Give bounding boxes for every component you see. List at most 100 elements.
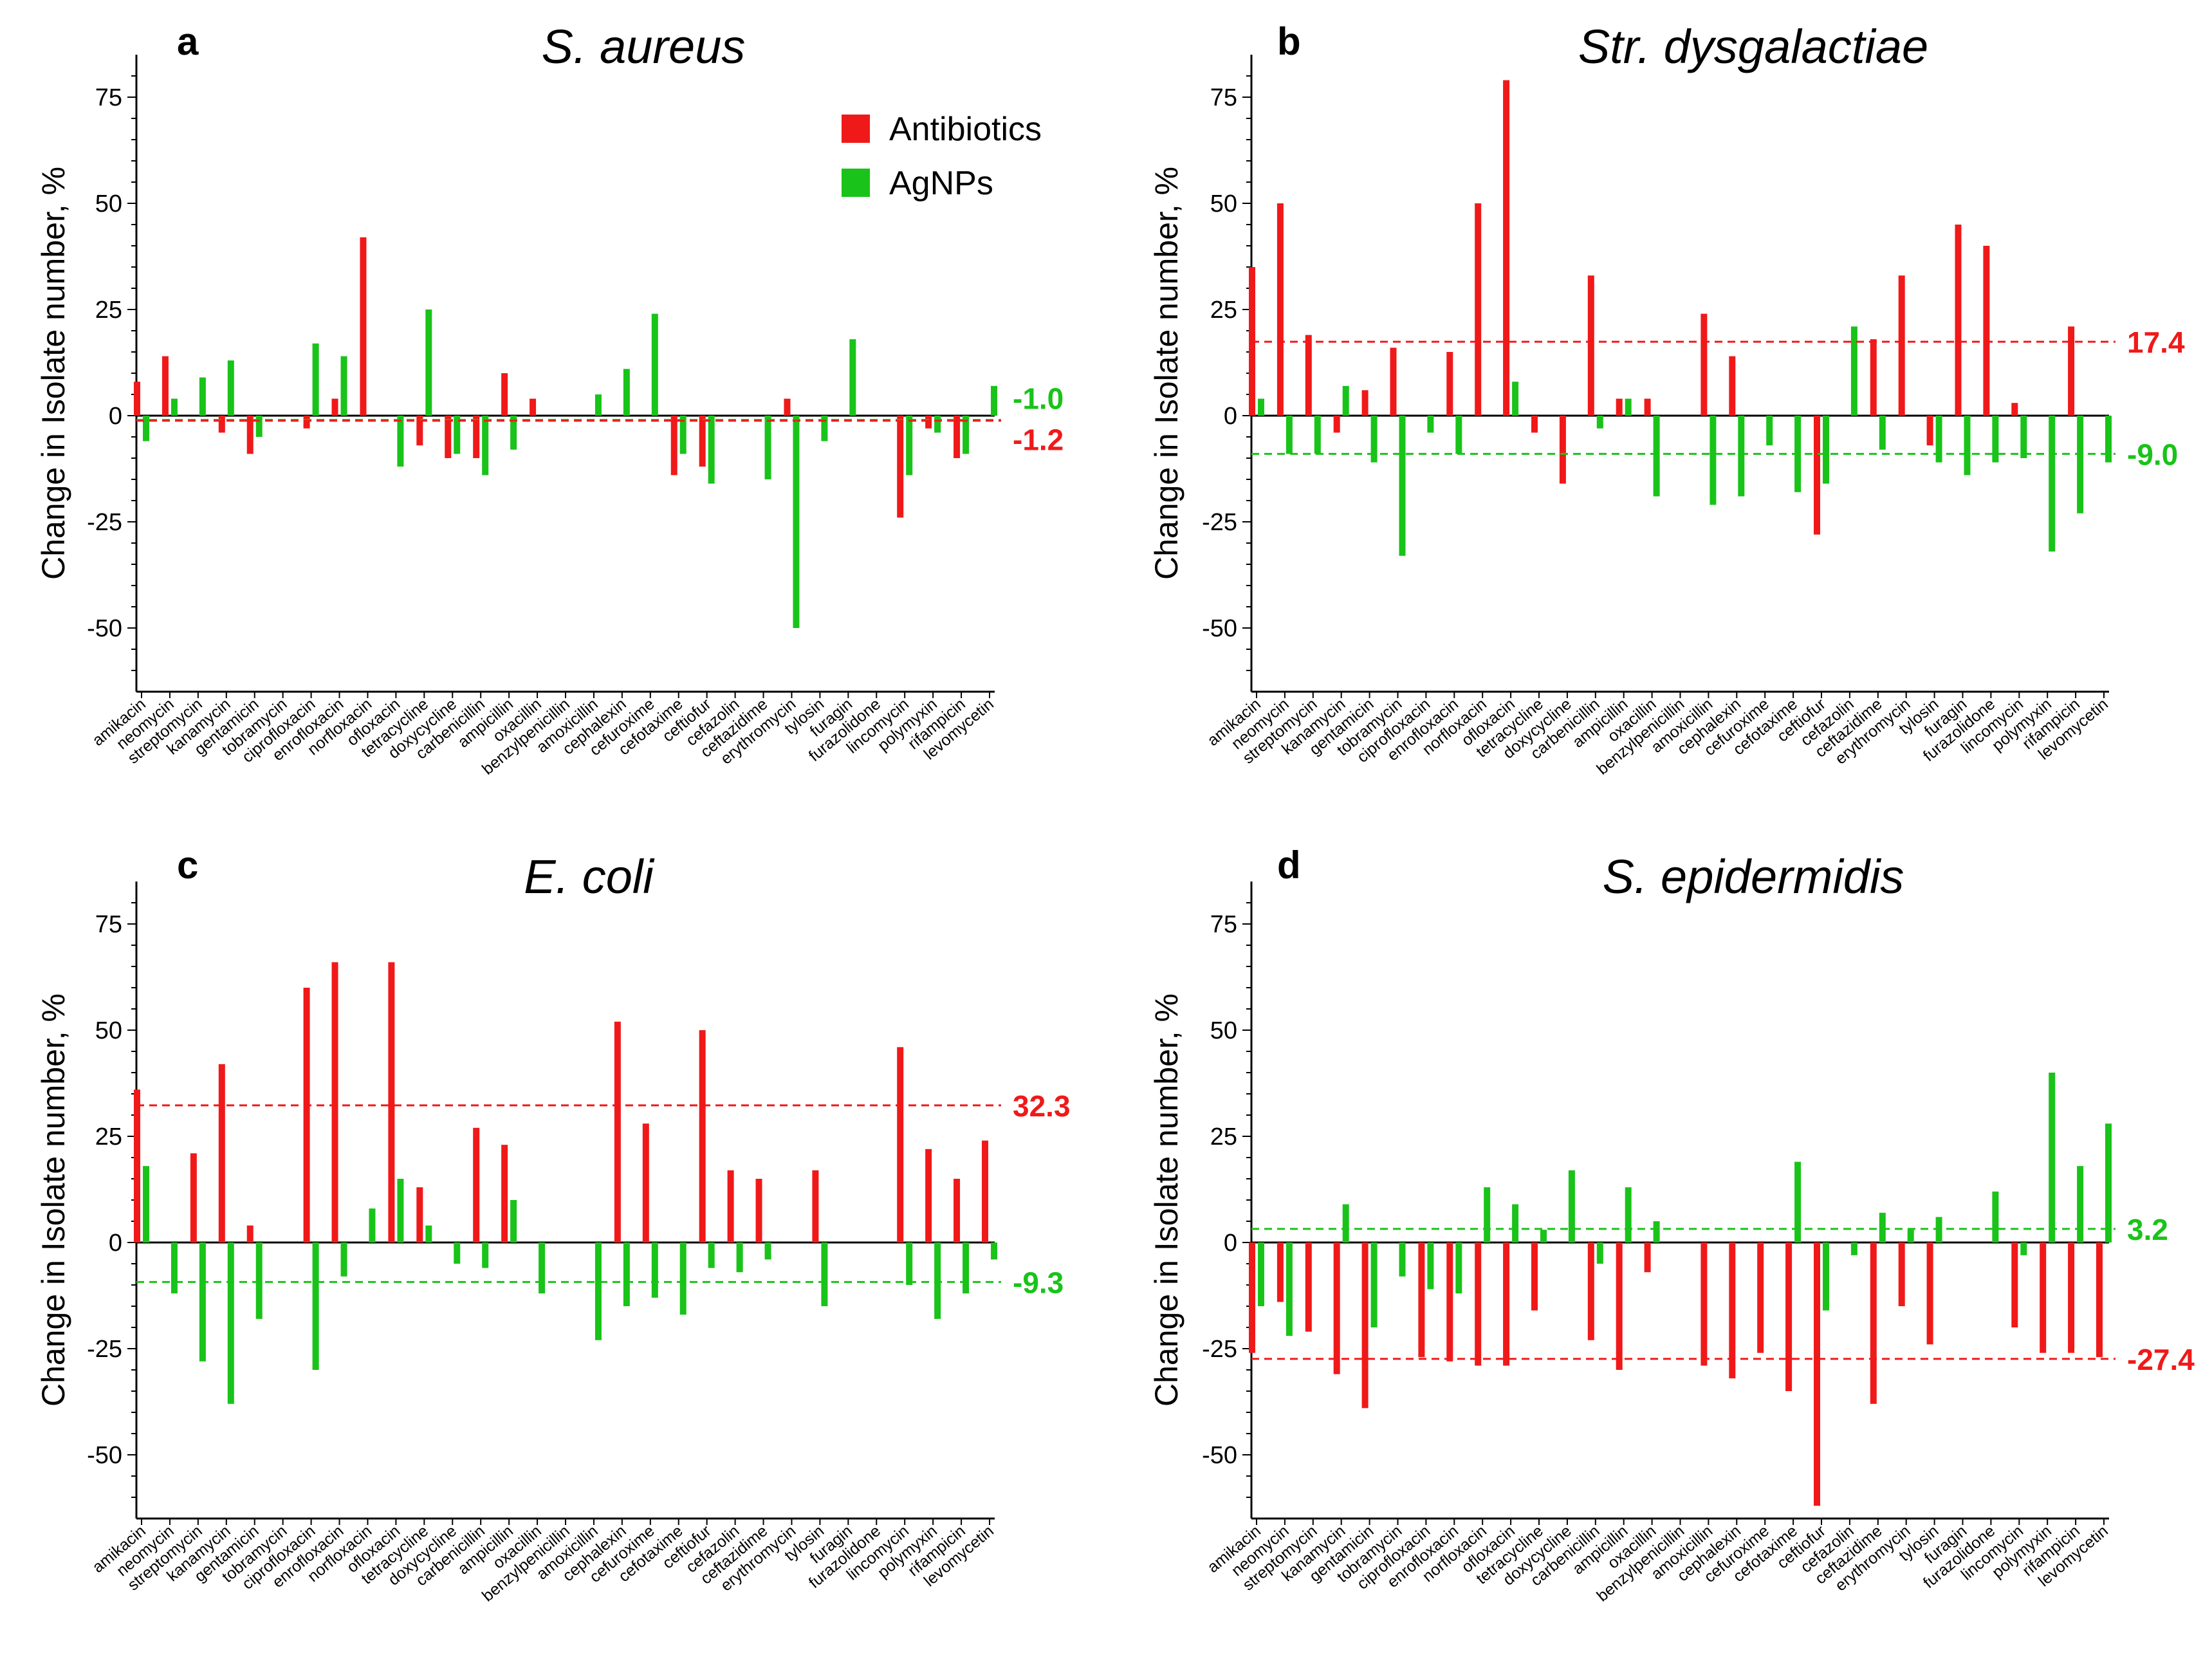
- mean-label-antibiotics: -27.4: [2127, 1343, 2195, 1376]
- bar-antibiotics: [1305, 1242, 1312, 1332]
- bar-antibiotics: [1814, 1242, 1820, 1506]
- bar-agnps: [1540, 1230, 1547, 1242]
- y-tick-label: 0: [109, 1230, 122, 1257]
- bar-antibiotics: [1446, 1242, 1453, 1362]
- bar-agnps: [1879, 1212, 1886, 1242]
- bar-agnps: [482, 1242, 489, 1268]
- bar-antibiotics: [360, 237, 367, 416]
- bar-agnps: [2020, 1242, 2027, 1255]
- bar-antibiotics: [1700, 313, 1708, 416]
- bar-antibiotics: [2040, 1242, 2047, 1353]
- bar-agnps: [1653, 1221, 1660, 1242]
- panel-letter: b: [1277, 20, 1301, 63]
- bar-antibiotics: [1955, 225, 1962, 416]
- y-tick-label: 50: [95, 190, 122, 217]
- bar-agnps: [369, 1208, 376, 1242]
- bar-antibiotics: [1616, 398, 1623, 416]
- bar-antibiotics: [925, 416, 932, 429]
- y-tick-label: 75: [95, 84, 122, 111]
- bar-agnps: [2077, 1166, 2084, 1242]
- bar-antibiotics: [1898, 275, 1905, 416]
- bar-antibiotics: [134, 382, 140, 416]
- bar-antibiotics: [501, 373, 508, 416]
- bar-antibiotics: [1503, 80, 1510, 416]
- bar-agnps: [312, 1242, 319, 1370]
- bar-agnps: [1484, 1187, 1491, 1242]
- bar-antibiotics: [445, 416, 452, 458]
- legend-label-antibiotics: Antibiotics: [889, 111, 1042, 148]
- bar-agnps: [1879, 416, 1886, 450]
- y-axis-label: Change in Isolate number, %: [1148, 167, 1184, 580]
- bar-antibiotics: [1926, 416, 1933, 446]
- bar-agnps: [1766, 416, 1773, 446]
- y-tick-label: -25: [1202, 509, 1237, 536]
- bar-agnps: [1850, 1242, 1857, 1255]
- bar-antibiotics: [699, 416, 706, 467]
- bar-agnps: [1286, 1242, 1293, 1336]
- mean-label-antibiotics: -1.2: [1013, 423, 1064, 456]
- bar-antibiotics: [1531, 1242, 1538, 1311]
- bar-agnps: [1370, 416, 1378, 463]
- bar-antibiotics: [784, 398, 791, 416]
- bar-antibiotics: [218, 1064, 225, 1242]
- bar-agnps: [1935, 416, 1942, 463]
- bar-agnps: [340, 356, 347, 416]
- y-tick-label: 50: [95, 1017, 122, 1044]
- bar-antibiotics: [1926, 1242, 1933, 1345]
- bar-agnps: [1258, 398, 1264, 416]
- y-tick-label: 0: [1224, 403, 1237, 430]
- bar-agnps: [934, 416, 941, 433]
- bar-agnps: [1964, 416, 1971, 476]
- bar-agnps: [340, 1242, 347, 1277]
- y-tick-label: 0: [1224, 1230, 1237, 1257]
- bar-antibiotics: [2068, 326, 2075, 416]
- panel-title: S. aureus: [542, 20, 746, 73]
- bar-antibiotics: [1277, 203, 1284, 416]
- y-tick-label: 75: [1210, 84, 1237, 111]
- bar-agnps: [2105, 1123, 2112, 1242]
- bar-agnps: [1342, 1204, 1349, 1242]
- bar-antibiotics: [670, 416, 677, 476]
- bar-agnps: [1399, 1242, 1406, 1277]
- bar-agnps: [1512, 382, 1519, 416]
- bar-agnps: [934, 1242, 941, 1319]
- bar-antibiotics: [897, 416, 904, 518]
- bar-agnps: [651, 313, 658, 416]
- bar-antibiotics: [1983, 246, 1990, 416]
- bar-agnps: [199, 377, 206, 416]
- bar-antibiotics: [1531, 416, 1538, 433]
- y-tick-label: -50: [87, 615, 122, 642]
- bar-agnps: [454, 1242, 461, 1264]
- y-axis-label: Change in Isolate number, %: [35, 167, 71, 580]
- bar-agnps: [594, 1242, 602, 1340]
- bar-agnps: [594, 394, 602, 416]
- bar-agnps: [397, 416, 404, 467]
- bar-antibiotics: [1277, 1242, 1284, 1302]
- y-tick-label: 25: [1210, 1123, 1237, 1150]
- bar-agnps: [1258, 1242, 1264, 1306]
- panel-title: Str. dysgalactiae: [1578, 20, 1928, 73]
- bar-agnps: [1710, 416, 1717, 505]
- y-tick-label: 50: [1210, 1017, 1237, 1044]
- bar-antibiotics: [925, 1149, 932, 1242]
- bar-antibiotics: [1475, 1242, 1482, 1366]
- bar-antibiotics: [982, 1140, 988, 1242]
- y-tick-label: 75: [1210, 911, 1237, 938]
- bar-antibiotics: [1418, 1242, 1425, 1358]
- bar-agnps: [227, 360, 234, 416]
- panel-title: S. epidermidis: [1603, 850, 1904, 903]
- bar-antibiotics: [218, 416, 225, 433]
- bar-agnps: [623, 369, 630, 416]
- panel-letter: a: [177, 20, 199, 63]
- bar-antibiotics: [1587, 1242, 1594, 1340]
- bar-antibiotics: [2011, 403, 2018, 416]
- panel-letter: d: [1277, 844, 1301, 887]
- y-tick-label: -25: [87, 509, 122, 536]
- bar-agnps: [1399, 416, 1406, 556]
- bar-agnps: [906, 1242, 913, 1285]
- bar-agnps: [1455, 1242, 1462, 1294]
- bar-agnps: [2049, 416, 2056, 552]
- bar-agnps: [623, 1242, 630, 1306]
- bar-antibiotics: [473, 1127, 480, 1242]
- bar-agnps: [1823, 1242, 1829, 1311]
